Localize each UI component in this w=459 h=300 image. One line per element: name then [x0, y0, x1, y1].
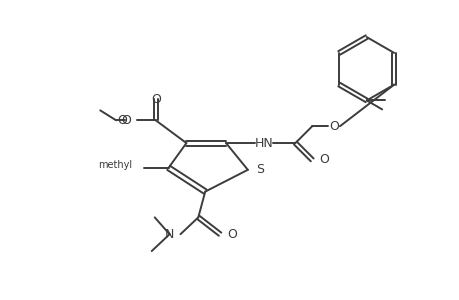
Text: HN: HN [254, 136, 273, 150]
Text: O: O [227, 228, 236, 241]
Text: N: N [165, 228, 174, 241]
Text: O: O [319, 153, 328, 167]
Text: O: O [328, 120, 338, 133]
Text: methyl: methyl [98, 160, 132, 170]
Text: O: O [151, 93, 160, 106]
Text: O: O [117, 114, 127, 127]
Text: S: S [255, 163, 263, 176]
Text: O: O [121, 114, 131, 127]
